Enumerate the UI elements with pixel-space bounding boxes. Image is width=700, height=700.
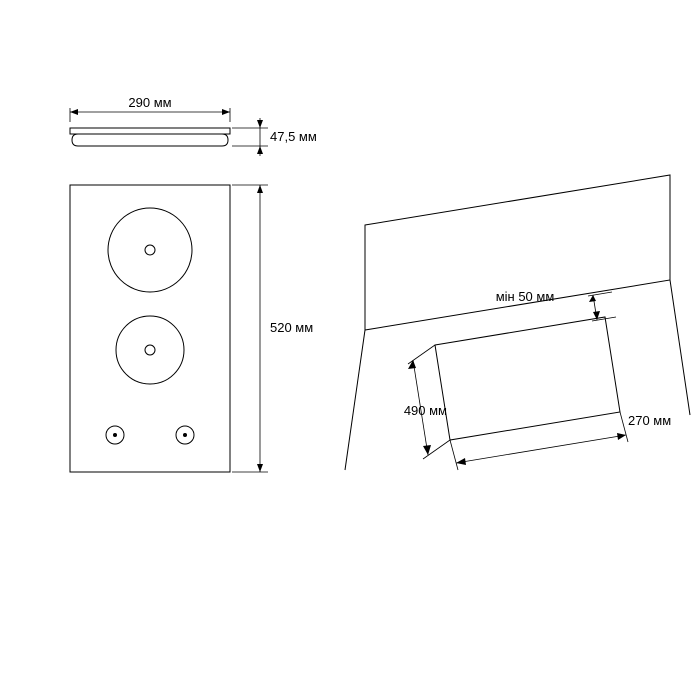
cutout-opening [435,317,620,440]
width-label: 290 мм [128,95,171,110]
burner-small [116,316,184,384]
top-profile-view: 290 мм 47,5 мм [70,95,317,156]
cutout-isometric: мін 50 мм 490 мм 270 мм [345,175,690,470]
thickness-label: 47,5 мм [270,129,317,144]
burner-large [108,208,192,292]
back-wall [365,175,670,330]
front-view: 520 мм [70,185,313,472]
cutout-width-label: 270 мм [628,413,671,428]
clearance-label: мін 50 мм [496,289,555,304]
depth-label: 490 мм [404,403,447,418]
dimension-diagram: 290 мм 47,5 мм 520 мм [0,0,700,700]
height-label: 520 мм [270,320,313,335]
